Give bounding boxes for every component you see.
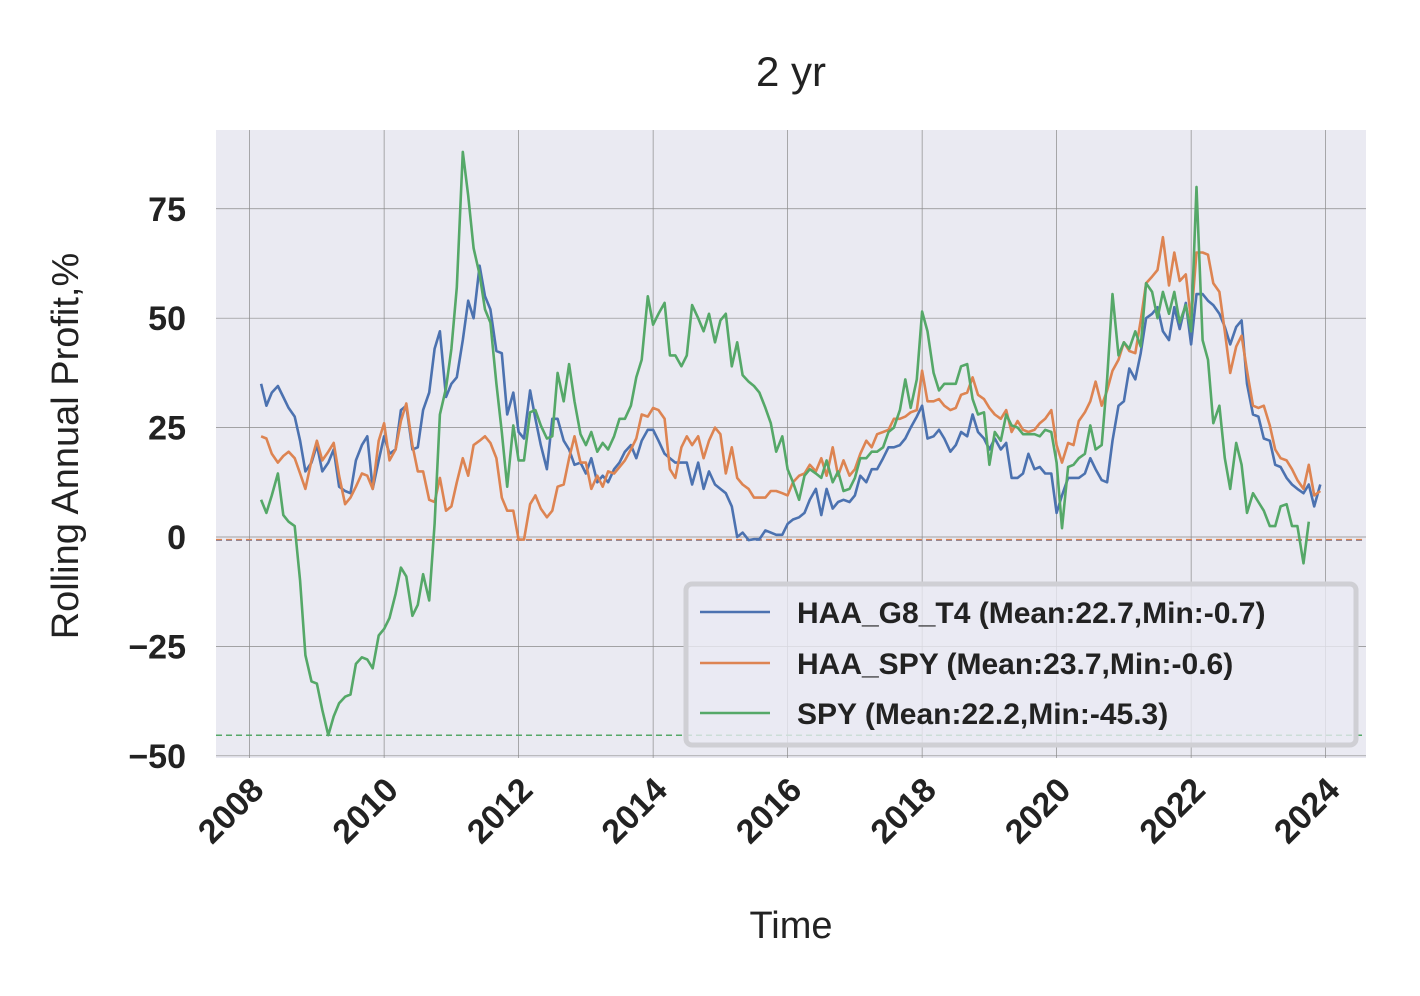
chart-title: 2 yr <box>756 48 826 95</box>
legend-box <box>683 581 1359 748</box>
series-line <box>259 264 1322 542</box>
legend-label-haa-g8-t4: HAA_G8_T4 (Mean:22.7,Min:-0.7) <box>797 597 1265 630</box>
y-tick-label: −50 <box>128 738 186 776</box>
y-tick-label: 50 <box>148 300 186 338</box>
legend: HAA_G8_T4 (Mean:22.7,Min:-0.7) HAA_SPY (… <box>683 581 1359 748</box>
y-tick-label: 25 <box>148 410 186 448</box>
y-axis-label: Rolling Annual Profit,% <box>45 253 87 640</box>
legend-label-haa-spy: HAA_SPY (Mean:23.7,Min:-0.6) <box>797 648 1233 681</box>
y-tick-label: 0 <box>167 519 186 557</box>
series-lines <box>259 150 1322 737</box>
y-tick-label: −25 <box>128 628 186 666</box>
legend-label-spy: SPY (Mean:22.2,Min:-45.3) <box>797 698 1168 731</box>
y-tick-labels: 75 50 25 0 −25 −50 <box>128 191 186 776</box>
series-line <box>259 150 1311 737</box>
x-axis-label: Time <box>749 905 832 947</box>
gridlines <box>216 130 1366 758</box>
y-tick-label: 75 <box>148 191 186 229</box>
